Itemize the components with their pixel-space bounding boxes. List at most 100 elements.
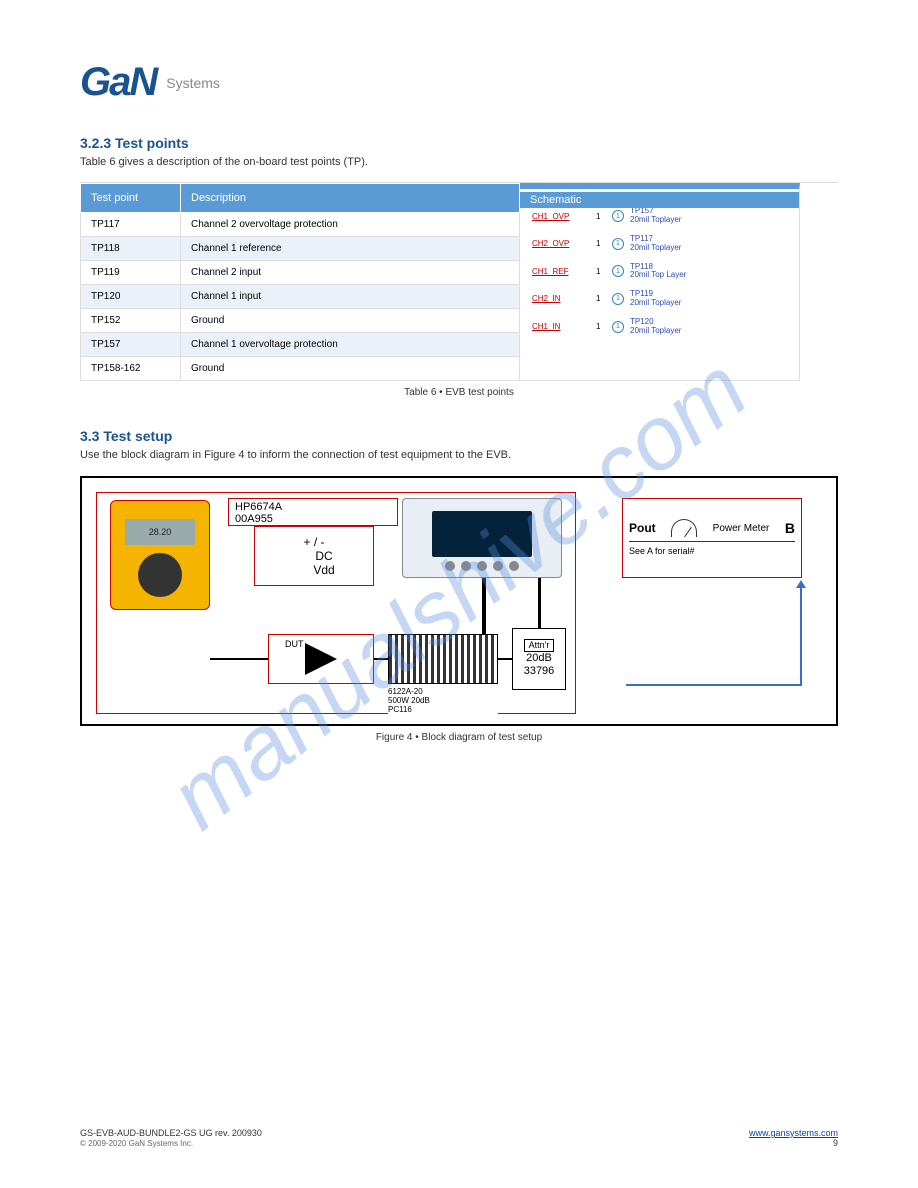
scope-knobs-icon xyxy=(445,561,519,571)
table-row: TP118Channel 1 reference xyxy=(81,237,520,261)
testpoint-ref: TP12020mil Toplayer xyxy=(630,318,681,336)
power-meter-box: Pout Power Meter B See A for serial# xyxy=(622,498,802,578)
table-cell: Channel 1 input xyxy=(181,285,520,309)
footer-copyright: © 2009-2020 GaN Systems Inc. xyxy=(80,1139,193,1148)
table-cell: TP158-162 xyxy=(81,357,181,381)
multimeter-icon: 28.20 xyxy=(110,500,210,610)
attn-db: 20dB xyxy=(526,652,552,665)
pin-number: 1 xyxy=(596,267,606,276)
testpoint-table: Test point Description TP117Channel 2 ov… xyxy=(80,183,520,381)
table-row: TP158-162Ground xyxy=(81,357,520,381)
table-cell: Ground xyxy=(181,357,520,381)
schematic-net-row: CH1_REF 11 TP11820mil Top Layer xyxy=(532,263,787,281)
multimeter-reading: 28.20 xyxy=(125,519,195,545)
section-intro-testsetup: Use the block diagram in Figure 4 to inf… xyxy=(80,448,838,463)
pmeter-b: B xyxy=(785,520,795,536)
th-description: Description xyxy=(181,184,520,213)
testpoint-node-icon: 1 xyxy=(612,265,624,277)
table-row: TP120Channel 1 input xyxy=(81,285,520,309)
testpoint-table-wrap: Test point Description TP117Channel 2 ov… xyxy=(80,182,838,381)
pmeter-pout: Pout xyxy=(629,521,656,535)
gauge-icon xyxy=(671,519,697,537)
table-row: TP117Channel 2 overvoltage protection xyxy=(81,213,520,237)
table-row: TP152Ground xyxy=(81,309,520,333)
psu-model: HP6674A xyxy=(235,501,282,513)
block-diagram: 28.20 HP6674A 00A955 + / - DC Vdd DUT 61… xyxy=(80,476,838,726)
wire-icon xyxy=(482,578,486,634)
oscilloscope-icon xyxy=(402,498,562,578)
schematic-cell: Schematic CH1_OVP11TP15720mil ToplayerCH… xyxy=(520,183,800,381)
pin-number: 1 xyxy=(596,239,606,248)
testpoint-node-icon: 1 xyxy=(612,293,624,305)
net-label: CH2_OVP xyxy=(532,239,590,248)
testpoint-ref: TP11920mil Toplayer xyxy=(630,290,681,308)
psu-box: + / - DC Vdd xyxy=(254,526,374,586)
table-cell: Channel 2 overvoltage protection xyxy=(181,213,520,237)
footer-page: 9 xyxy=(833,1138,838,1148)
table-cell: TP152 xyxy=(81,309,181,333)
load-pc: PC116 xyxy=(388,705,412,714)
psu-serial: 00A955 xyxy=(235,513,273,525)
testpoint-node-icon: 1 xyxy=(612,210,624,222)
psu-polarity: + / - xyxy=(303,535,324,549)
table-cell: Channel 2 input xyxy=(181,261,520,285)
table-cell: Channel 1 overvoltage protection xyxy=(181,333,520,357)
footer-doc: GS-EVB-AUD-BUNDLE2-GS UG xyxy=(80,1128,213,1138)
page-footer: GS-EVB-AUD-BUNDLE2-GS UG rev. 200930 © 2… xyxy=(80,1128,838,1148)
wire-icon xyxy=(498,658,512,660)
table-cell: TP120 xyxy=(81,285,181,309)
logo-main: GaN xyxy=(80,60,156,105)
arrow-to-pmeter-icon xyxy=(626,586,802,686)
dut-box: DUT xyxy=(268,634,374,684)
attn-serial: 33796 xyxy=(524,665,555,678)
rf-load-label: 6122A-20 500W 20dB PC116 xyxy=(388,686,498,716)
dut-label: DUT xyxy=(285,639,304,649)
table-cell: TP117 xyxy=(81,213,181,237)
testpoint-node-icon: 1 xyxy=(612,238,624,250)
rf-load-icon xyxy=(388,634,498,684)
figure-caption: Figure 4 • Block diagram of test setup xyxy=(80,732,838,743)
logo-sub: Systems xyxy=(166,75,220,91)
psu-label: HP6674A 00A955 xyxy=(228,498,398,526)
attenuator-box: Attn'r 20dB 33796 xyxy=(512,628,566,690)
table-row: TP119Channel 2 input xyxy=(81,261,520,285)
psu-dc: DC Vdd xyxy=(313,549,334,577)
net-label: CH1_REF xyxy=(532,267,590,276)
wire-icon xyxy=(538,578,541,628)
table-row: TP157Channel 1 overvoltage protection xyxy=(81,333,520,357)
pmeter-title: Power Meter xyxy=(713,523,770,534)
schematic-net-row: CH2_OVP 11 TP11720mil Toplayer xyxy=(532,235,787,253)
wire-icon xyxy=(374,658,388,660)
th-testpoint: Test point xyxy=(81,184,181,213)
pmeter-note: See A for serial# xyxy=(629,546,795,556)
amplifier-triangle-icon xyxy=(307,645,335,673)
footer-link[interactable]: www.gansystems.com xyxy=(749,1128,838,1138)
wire-icon xyxy=(210,658,268,660)
load-model: 6122A-20 xyxy=(388,687,423,696)
testpoint-node-icon: 1 xyxy=(612,321,624,333)
th-schematic: Schematic xyxy=(520,192,799,208)
schematic-net-row: CH1_IN 11 TP12020mil Toplayer xyxy=(532,318,787,336)
table-cell: TP118 xyxy=(81,237,181,261)
table-cell: Channel 1 reference xyxy=(181,237,520,261)
pin-number: 1 xyxy=(596,322,606,331)
attn-label: Attn'r xyxy=(524,639,555,652)
multimeter-dial-icon xyxy=(138,553,182,597)
testpoint-ref: TP11820mil Top Layer xyxy=(630,263,686,281)
net-label: CH2_IN xyxy=(532,294,590,303)
schematic-net-row: CH2_IN 11 TP11920mil Toplayer xyxy=(532,290,787,308)
footer-rev: rev. 200930 xyxy=(215,1128,262,1138)
logo: GaN Systems xyxy=(80,60,838,105)
net-label: CH1_IN xyxy=(532,322,590,331)
load-power: 500W 20dB xyxy=(388,696,430,705)
scope-screen-icon xyxy=(432,511,532,557)
testpoint-ref: TP15720mil Toplayer xyxy=(630,207,681,225)
table-caption: Table 6 • EVB test points xyxy=(80,387,838,398)
table-cell: TP119 xyxy=(81,261,181,285)
net-label: CH1_OVP xyxy=(532,212,590,221)
section-title-testpoints: 3.2.3 Test points xyxy=(80,135,838,151)
pin-number: 1 xyxy=(596,294,606,303)
pin-number: 1 xyxy=(596,212,606,221)
table-cell: Ground xyxy=(181,309,520,333)
testpoint-ref: TP11720mil Toplayer xyxy=(630,235,681,253)
